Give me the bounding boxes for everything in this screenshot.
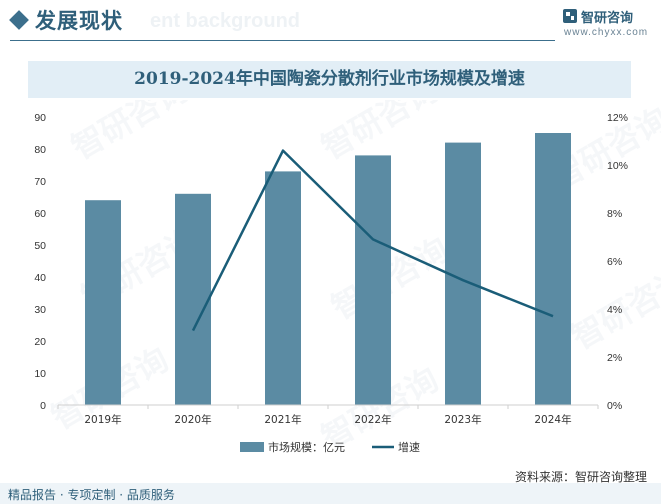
y-left-tick-label-0: 0 [40,400,46,412]
y-left-tick-label-8: 80 [34,144,46,156]
x-tick-label-2: 2021年 [264,413,301,426]
brand-name: 智研咨询 [581,11,634,26]
legend: 市场规模：亿元 增速 [240,440,420,454]
legend-bar-swatch [240,442,264,452]
header-divider [10,40,555,41]
y-right-tick-label-2: 4% [607,304,622,316]
y-left-tick-label-1: 10 [34,368,46,380]
y-left-tick-label-2: 20 [34,336,46,348]
header: 发展现状 ent background 智研咨询 www.chyxx.com [0,0,661,44]
source-note: 资料来源：智研咨询整理 [514,470,647,484]
footer-slogan: 精品报告 · 专项定制 · 品质服务 [8,488,175,502]
bar-5 [535,133,571,405]
chart: 智研咨询智研咨询智研咨询智研咨询智研咨询智研咨询智研咨询智研咨询 2019年20… [34,100,661,457]
chart-title-band: 2019-2024年中国陶瓷分散剂行业市场规模及增速 [28,61,631,98]
y-right-tick-label-6: 12% [607,112,628,124]
brand-logo-icon [563,9,577,23]
y-right-tick-label-3: 6% [607,256,622,268]
y-left-tick-label-7: 70 [34,176,46,188]
y-left-tick-label-4: 40 [34,272,46,284]
header-watermark: ent background [150,10,301,32]
bar-0 [85,200,121,405]
brand-url: www.chyxx.com [564,27,649,38]
diamond-icon [9,10,29,30]
x-tick-label-3: 2022年 [354,413,391,426]
y-right-tick-label-4: 8% [607,208,622,220]
y-left-tick-label-3: 30 [34,304,46,316]
y-right-tick-label-5: 10% [607,160,628,172]
legend-bar-label: 市场规模：亿元 [268,440,345,454]
bar-1 [175,193,211,405]
y-left-tick-label-6: 60 [34,208,46,220]
footer-bar [0,483,661,504]
x-tick-label-0: 2019年 [84,413,121,426]
y-left-tick-label-5: 50 [34,240,46,252]
bar-2 [265,171,301,405]
y-left-tick-label-9: 90 [34,112,46,124]
axis-layer: 2019年 2020年 2021年 2022年 2023年 2024年 0 10 20 30 40 5… [34,112,628,426]
y-right-tick-label-0: 0% [607,400,622,412]
x-tick-label-1: 2020年 [174,413,211,426]
line-layer [191,149,554,332]
x-tick-label-4: 2023年 [444,413,481,426]
section-title: 发展现状 [35,9,123,33]
y-right-tick-label-1: 2% [607,352,622,364]
watermark-text: 智研咨询 [65,100,195,167]
chart-title: 2019-2024年中国陶瓷分散剂行业市场规模及增速 [134,69,525,89]
bar-3 [355,155,391,405]
x-tick-label-5: 2024年 [534,413,571,426]
legend-line-label: 增速 [398,440,420,454]
bars-layer [85,133,571,405]
